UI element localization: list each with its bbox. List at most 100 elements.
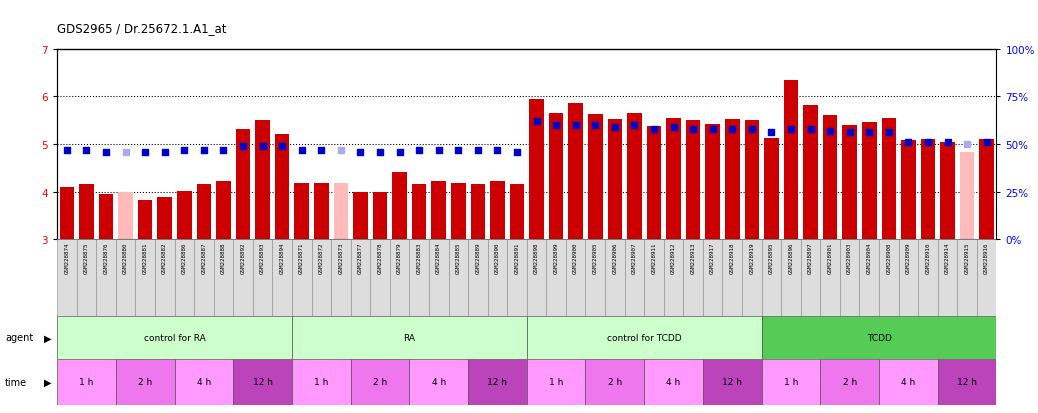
Point [979, 139, 995, 146]
Bar [921, 140, 935, 240]
Text: 12 h: 12 h [957, 377, 977, 387]
Bar [331, 240, 351, 316]
Text: GSM228890: GSM228890 [495, 242, 500, 273]
Text: GSM228894: GSM228894 [279, 242, 284, 273]
Bar [392, 173, 407, 240]
Text: GSM228877: GSM228877 [358, 242, 363, 273]
Text: GSM228897: GSM228897 [808, 242, 813, 273]
Point [763, 130, 780, 136]
Bar [782, 240, 800, 316]
Bar [803, 106, 818, 240]
Text: GSM228895: GSM228895 [769, 242, 774, 273]
Point [176, 147, 193, 154]
Point [959, 141, 976, 148]
Bar [666, 119, 681, 240]
Bar [295, 183, 309, 240]
Text: 2 h: 2 h [843, 377, 856, 387]
Bar [762, 240, 782, 316]
Text: GSM228876: GSM228876 [104, 242, 109, 273]
Bar [625, 240, 645, 316]
Bar [881, 119, 896, 240]
Bar [234, 359, 292, 405]
Bar [686, 121, 701, 240]
Bar [940, 142, 955, 240]
Text: GSM228882: GSM228882 [162, 242, 167, 273]
Bar [840, 240, 859, 316]
Point [606, 124, 623, 131]
Text: GSM228889: GSM228889 [475, 242, 481, 273]
Text: GSM228901: GSM228901 [827, 242, 832, 273]
Text: GSM228896: GSM228896 [789, 242, 793, 273]
Bar [429, 240, 448, 316]
Bar [373, 192, 387, 240]
Point [685, 126, 702, 133]
Bar [862, 123, 877, 240]
Text: 12 h: 12 h [488, 377, 508, 387]
Bar [820, 240, 840, 316]
Text: TCDD: TCDD [867, 333, 892, 342]
Text: GSM228912: GSM228912 [671, 242, 676, 273]
Text: 1 h: 1 h [549, 377, 564, 387]
Point [98, 149, 114, 155]
Text: GSM228919: GSM228919 [749, 242, 755, 273]
Bar [99, 195, 113, 240]
Bar [196, 185, 211, 240]
Bar [135, 240, 155, 316]
Text: control for RA: control for RA [143, 333, 206, 342]
Point [450, 147, 467, 154]
Text: GSM228905: GSM228905 [593, 242, 598, 273]
Text: RA: RA [404, 333, 415, 342]
Bar [255, 121, 270, 240]
Point [215, 147, 231, 154]
Text: ▶: ▶ [44, 377, 51, 387]
Bar [118, 192, 133, 240]
Point [117, 149, 134, 155]
Point [743, 126, 760, 133]
Text: GSM228918: GSM228918 [730, 242, 735, 273]
Bar [607, 120, 622, 240]
Point [489, 147, 506, 154]
Point [548, 122, 565, 129]
Bar [77, 240, 97, 316]
Bar [508, 240, 526, 316]
Bar [409, 359, 468, 405]
Bar [194, 240, 214, 316]
Point [372, 149, 388, 155]
Bar [937, 359, 996, 405]
Bar [820, 359, 879, 405]
Point [352, 149, 368, 155]
Bar [353, 192, 367, 240]
Point [880, 130, 897, 136]
Bar [97, 240, 116, 316]
Bar [645, 240, 663, 316]
Bar [605, 240, 625, 316]
Bar [351, 240, 371, 316]
Bar [627, 114, 641, 240]
Point [705, 126, 721, 133]
Bar [706, 125, 720, 240]
Text: 1 h: 1 h [315, 377, 328, 387]
Bar [722, 240, 742, 316]
Bar [899, 240, 919, 316]
Text: GSM228881: GSM228881 [142, 242, 147, 273]
Bar [663, 240, 683, 316]
Bar [174, 359, 234, 405]
Bar [275, 135, 290, 240]
Text: GSM228875: GSM228875 [84, 242, 89, 273]
Text: GSM228903: GSM228903 [847, 242, 852, 273]
Point [137, 149, 154, 155]
Point [274, 143, 291, 150]
Bar [176, 191, 192, 240]
Bar [960, 153, 975, 240]
Bar [292, 240, 311, 316]
Point [58, 147, 75, 154]
Text: control for TCDD: control for TCDD [607, 333, 682, 342]
Bar [703, 240, 722, 316]
Bar [980, 140, 994, 240]
Bar [901, 141, 916, 240]
Text: GSM228871: GSM228871 [299, 242, 304, 273]
Point [665, 124, 682, 131]
Text: 2 h: 2 h [607, 377, 622, 387]
Text: GSM228874: GSM228874 [64, 242, 70, 273]
Text: GDS2965 / Dr.25672.1.A1_at: GDS2965 / Dr.25672.1.A1_at [57, 22, 226, 35]
